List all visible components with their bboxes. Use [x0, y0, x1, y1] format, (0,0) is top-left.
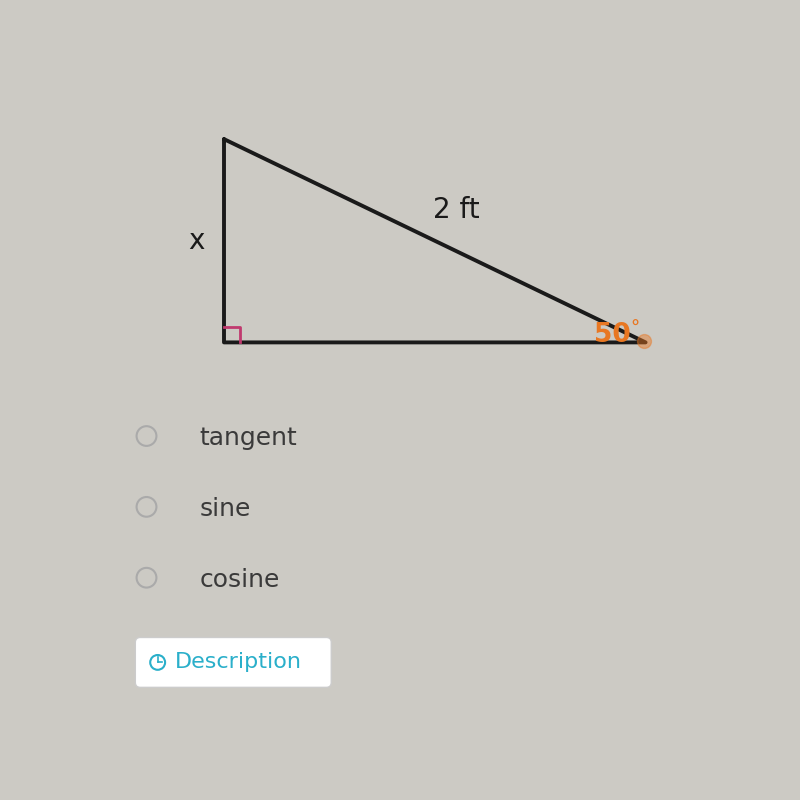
Text: 2 ft: 2 ft: [433, 196, 480, 224]
Text: °: °: [630, 320, 639, 338]
FancyBboxPatch shape: [135, 638, 331, 687]
Text: sine: sine: [199, 497, 250, 521]
Text: tangent: tangent: [199, 426, 297, 450]
Text: x: x: [188, 226, 204, 254]
Text: Description: Description: [175, 653, 302, 673]
Text: 50: 50: [594, 322, 631, 348]
Text: cosine: cosine: [199, 567, 279, 591]
